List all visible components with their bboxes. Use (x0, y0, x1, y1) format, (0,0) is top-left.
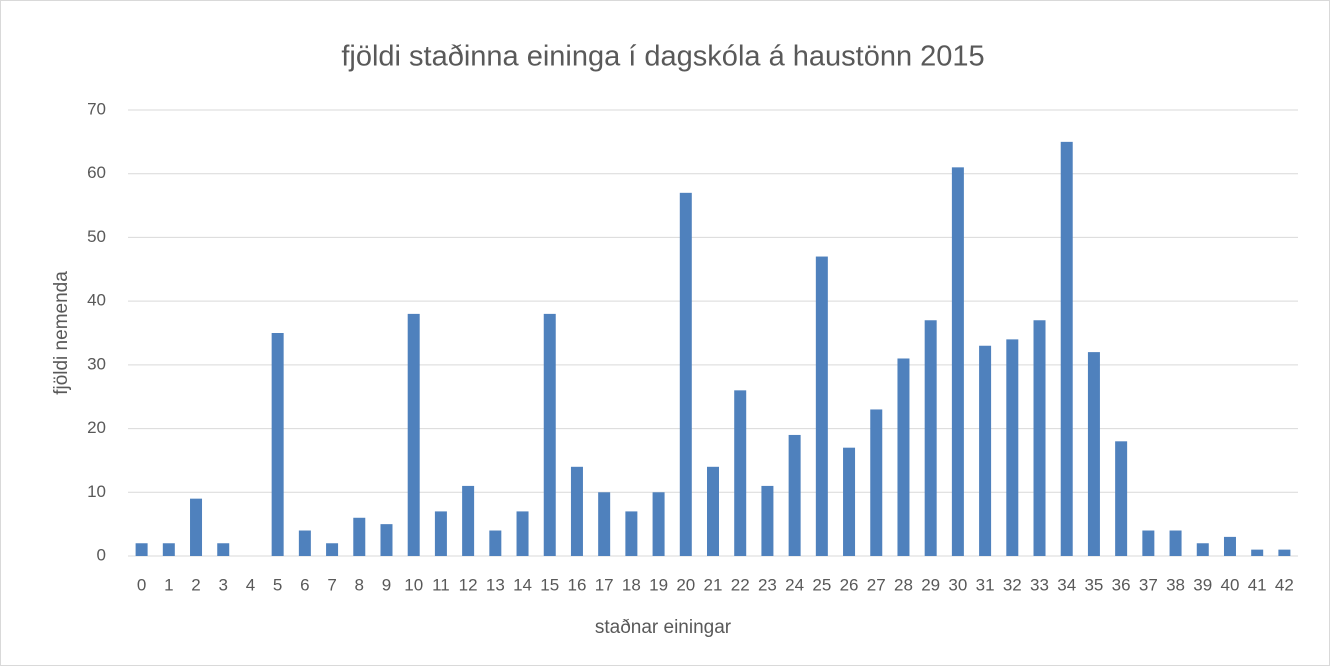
x-tick-label: 41 (1248, 575, 1267, 594)
x-tick-label: 33 (1030, 575, 1049, 594)
y-tick-label: 70 (87, 99, 106, 118)
y-tick-label: 0 (97, 545, 106, 564)
bar (734, 390, 747, 556)
x-tick-label: 25 (812, 575, 831, 594)
x-tick-label: 14 (513, 575, 532, 594)
x-tick-label: 0 (137, 575, 146, 594)
bar (761, 485, 774, 556)
bar (951, 167, 964, 557)
x-tick-label: 6 (300, 575, 309, 594)
x-tick-label: 4 (246, 575, 255, 594)
y-tick-label: 20 (87, 418, 106, 437)
bar (162, 543, 175, 556)
bar (1278, 549, 1291, 556)
bar (652, 492, 665, 556)
x-tick-label: 11 (432, 575, 450, 594)
bar (326, 543, 339, 556)
bar (625, 511, 638, 556)
bar (815, 256, 828, 556)
bar (380, 524, 393, 556)
bar (1251, 549, 1264, 556)
x-tick-label: 22 (731, 575, 750, 594)
x-tick-label: 26 (840, 575, 859, 594)
bar (298, 530, 311, 556)
bar (979, 345, 992, 556)
x-tick-label: 20 (676, 575, 695, 594)
x-tick-label: 7 (327, 575, 336, 594)
bar (434, 511, 447, 556)
x-tick-label: 1 (164, 575, 173, 594)
bar (271, 333, 284, 556)
bar (1223, 536, 1236, 556)
x-tick-label: 13 (486, 575, 505, 594)
x-tick-label: 40 (1221, 575, 1240, 594)
bar (843, 447, 856, 556)
x-tick-label: 18 (622, 575, 641, 594)
y-tick-label: 40 (87, 291, 106, 310)
bar (516, 511, 529, 556)
x-tick-label: 31 (976, 575, 995, 594)
x-tick-label: 35 (1084, 575, 1103, 594)
bar (190, 498, 203, 556)
x-tick-label: 12 (459, 575, 478, 594)
bar (1142, 530, 1155, 556)
y-tick-label: 30 (87, 354, 106, 373)
bar (1115, 441, 1128, 556)
bar (870, 409, 883, 556)
x-tick-label: 24 (785, 575, 804, 594)
x-tick-label: 9 (382, 575, 391, 594)
bar (1060, 141, 1073, 556)
bar (353, 517, 366, 556)
x-tick-label: 32 (1003, 575, 1022, 594)
bar (897, 358, 910, 556)
x-tick-label: 16 (567, 575, 586, 594)
x-tick-label: 5 (273, 575, 282, 594)
bar (598, 492, 611, 556)
bar (543, 313, 556, 556)
x-tick-label: 27 (867, 575, 886, 594)
x-tick-label: 39 (1193, 575, 1212, 594)
y-tick-label: 10 (87, 482, 106, 501)
x-tick-label: 38 (1166, 575, 1185, 594)
bar (407, 313, 420, 556)
x-tick-label: 17 (595, 575, 614, 594)
bar (1196, 543, 1209, 556)
bar (924, 320, 937, 556)
bar (1087, 352, 1100, 556)
bar (135, 543, 148, 556)
x-tick-label: 36 (1112, 575, 1131, 594)
x-tick-label: 10 (404, 575, 423, 594)
bar (707, 466, 719, 556)
x-tick-label: 29 (921, 575, 940, 594)
x-tick-label: 3 (218, 575, 227, 594)
x-tick-label: 30 (948, 575, 967, 594)
bar (1033, 320, 1046, 556)
bar (1169, 530, 1182, 556)
x-tick-label: 34 (1057, 575, 1076, 594)
bar (570, 466, 583, 556)
x-tick-label: 42 (1275, 575, 1294, 594)
x-tick-label: 8 (355, 575, 364, 594)
bar (462, 485, 475, 556)
chart-title: fjöldi staðinna eininga í dagskóla á hau… (341, 41, 984, 73)
x-tick-label: 2 (191, 575, 200, 594)
x-tick-label: 37 (1139, 575, 1158, 594)
x-axis-label: staðnar einingar (595, 617, 732, 638)
y-tick-label: 50 (87, 227, 106, 246)
bar (788, 434, 801, 556)
bar (217, 543, 230, 556)
bar (679, 192, 692, 557)
y-axis-label: fjöldi nemenda (51, 271, 72, 395)
x-tick-label: 28 (894, 575, 913, 594)
x-tick-label: 15 (540, 575, 559, 594)
x-tick-label: 21 (704, 575, 723, 594)
x-tick-label: 19 (649, 575, 668, 594)
bar (489, 530, 502, 556)
x-tick-label: 23 (758, 575, 777, 594)
bar (1006, 339, 1019, 556)
y-tick-label: 60 (87, 163, 106, 182)
